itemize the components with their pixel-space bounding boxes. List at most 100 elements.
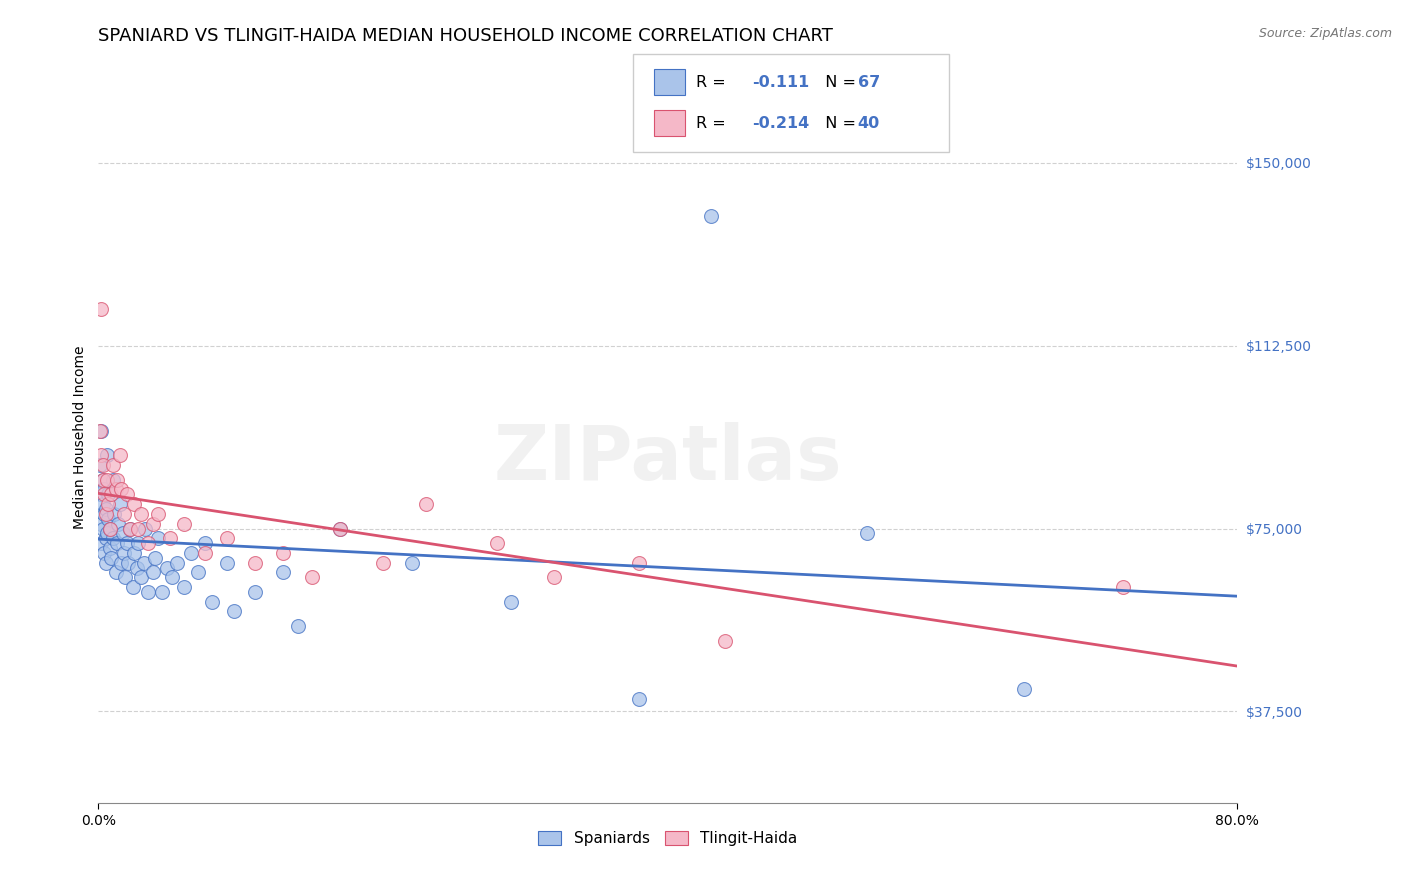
Spaniards bbox=[156, 560, 179, 574]
Spaniards bbox=[273, 566, 295, 580]
Spaniards bbox=[90, 424, 112, 438]
Text: 67: 67 bbox=[858, 75, 880, 89]
Spaniards bbox=[93, 483, 115, 497]
Spaniards bbox=[125, 560, 148, 574]
Spaniards bbox=[118, 521, 141, 535]
Spaniards bbox=[201, 594, 224, 608]
Spaniards bbox=[117, 556, 139, 570]
Spaniards bbox=[132, 556, 155, 570]
Tlingit-Haida bbox=[415, 497, 437, 511]
Tlingit-Haida bbox=[89, 424, 111, 438]
Spaniards bbox=[93, 546, 115, 560]
Spaniards bbox=[699, 210, 721, 224]
Spaniards bbox=[401, 556, 423, 570]
Tlingit-Haida bbox=[115, 487, 138, 501]
Spaniards bbox=[98, 521, 121, 535]
Text: SPANIARD VS TLINGIT-HAIDA MEDIAN HOUSEHOLD INCOME CORRELATION CHART: SPANIARD VS TLINGIT-HAIDA MEDIAN HOUSEHO… bbox=[98, 27, 834, 45]
Tlingit-Haida bbox=[628, 556, 651, 570]
Spaniards bbox=[98, 541, 121, 555]
Spaniards bbox=[136, 585, 159, 599]
Spaniards bbox=[145, 550, 167, 565]
Tlingit-Haida bbox=[173, 516, 195, 531]
Tlingit-Haida bbox=[105, 473, 128, 487]
Spaniards bbox=[91, 497, 114, 511]
Tlingit-Haida bbox=[91, 473, 114, 487]
Spaniards bbox=[94, 531, 117, 545]
Tlingit-Haida bbox=[96, 473, 118, 487]
Tlingit-Haida bbox=[98, 521, 121, 535]
Tlingit-Haida bbox=[1112, 580, 1135, 594]
Spaniards bbox=[89, 458, 111, 472]
Spaniards bbox=[152, 585, 174, 599]
Tlingit-Haida bbox=[91, 458, 114, 472]
Tlingit-Haida bbox=[329, 521, 352, 535]
Spaniards bbox=[148, 531, 170, 545]
Spaniards bbox=[215, 556, 238, 570]
Spaniards bbox=[93, 507, 115, 521]
Tlingit-Haida bbox=[94, 507, 117, 521]
Tlingit-Haida bbox=[714, 633, 737, 648]
Tlingit-Haida bbox=[101, 458, 124, 472]
Spaniards bbox=[89, 487, 111, 501]
Tlingit-Haida bbox=[93, 487, 115, 501]
Spaniards bbox=[129, 570, 152, 584]
Spaniards bbox=[287, 619, 309, 633]
Spaniards bbox=[141, 566, 163, 580]
Tlingit-Haida bbox=[301, 570, 323, 584]
Spaniards bbox=[91, 473, 114, 487]
Tlingit-Haida bbox=[243, 556, 266, 570]
Tlingit-Haida bbox=[110, 483, 132, 497]
Spaniards bbox=[114, 570, 136, 584]
Spaniards bbox=[243, 585, 266, 599]
Spaniards bbox=[103, 507, 125, 521]
Spaniards bbox=[187, 566, 209, 580]
Spaniards bbox=[194, 536, 217, 550]
Tlingit-Haida bbox=[90, 448, 112, 462]
Tlingit-Haida bbox=[159, 531, 181, 545]
Tlingit-Haida bbox=[273, 546, 295, 560]
Spaniards bbox=[501, 594, 523, 608]
Tlingit-Haida bbox=[118, 521, 141, 535]
Text: -0.111: -0.111 bbox=[752, 75, 810, 89]
Spaniards bbox=[856, 526, 879, 541]
Spaniards bbox=[121, 580, 143, 594]
Spaniards bbox=[104, 566, 127, 580]
Tlingit-Haida bbox=[215, 531, 238, 545]
Spaniards bbox=[112, 546, 135, 560]
Tlingit-Haida bbox=[129, 507, 152, 521]
Text: -0.214: -0.214 bbox=[752, 116, 810, 130]
Tlingit-Haida bbox=[373, 556, 395, 570]
Tlingit-Haida bbox=[127, 521, 149, 535]
Tlingit-Haida bbox=[97, 497, 120, 511]
Tlingit-Haida bbox=[108, 448, 131, 462]
Text: ZIPatlas: ZIPatlas bbox=[494, 422, 842, 496]
Spaniards bbox=[122, 546, 145, 560]
Tlingit-Haida bbox=[148, 507, 170, 521]
Tlingit-Haida bbox=[100, 487, 122, 501]
Spaniards bbox=[111, 526, 134, 541]
Spaniards bbox=[110, 556, 132, 570]
Spaniards bbox=[107, 516, 129, 531]
Tlingit-Haida bbox=[486, 536, 509, 550]
Spaniards bbox=[94, 556, 117, 570]
Tlingit-Haida bbox=[122, 497, 145, 511]
Text: Source: ZipAtlas.com: Source: ZipAtlas.com bbox=[1258, 27, 1392, 40]
Spaniards bbox=[97, 512, 120, 526]
Spaniards bbox=[90, 516, 112, 531]
Spaniards bbox=[105, 536, 128, 550]
Spaniards bbox=[108, 497, 131, 511]
Spaniards bbox=[173, 580, 195, 594]
Spaniards bbox=[628, 692, 651, 706]
Spaniards bbox=[162, 570, 184, 584]
Legend: Spaniards, Tlingit-Haida: Spaniards, Tlingit-Haida bbox=[531, 823, 804, 854]
Spaniards bbox=[329, 521, 352, 535]
Spaniards bbox=[127, 536, 149, 550]
Tlingit-Haida bbox=[112, 507, 135, 521]
Tlingit-Haida bbox=[194, 546, 217, 560]
Spaniards bbox=[1012, 682, 1035, 697]
Tlingit-Haida bbox=[136, 536, 159, 550]
Y-axis label: Median Household Income: Median Household Income bbox=[73, 345, 87, 529]
Text: N =: N = bbox=[815, 116, 862, 130]
Text: R =: R = bbox=[696, 116, 731, 130]
Spaniards bbox=[134, 521, 156, 535]
